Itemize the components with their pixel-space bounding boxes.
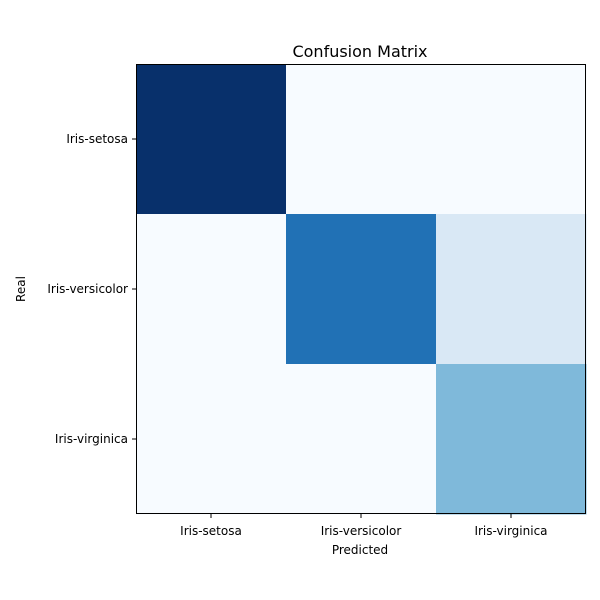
heatmap-cell-1-1	[286, 214, 437, 365]
y-tick-label: Iris-setosa	[66, 132, 128, 146]
heatmap-cell-1-0	[136, 214, 287, 365]
heatmap-cell-2-2	[436, 364, 587, 515]
heatmap-cell-2-1	[286, 364, 437, 515]
y-tick-label: Iris-virginica	[55, 432, 128, 446]
plot-frame	[136, 64, 586, 514]
heatmap-cell-0-0	[136, 64, 287, 215]
heatmap-cell-0-1	[286, 64, 437, 215]
x-tick-label: Iris-virginica	[474, 524, 547, 538]
heatmap-cell-0-2	[436, 64, 587, 215]
y-axis-label: Real	[14, 276, 28, 302]
heatmap-cell-2-0	[136, 364, 287, 515]
x-axis-ticks: Iris-setosa Iris-versicolor Iris-virginica	[180, 514, 548, 538]
y-axis-ticks: Iris-setosa Iris-versicolor Iris-virginica	[47, 132, 136, 446]
x-tick-label: Iris-setosa	[180, 524, 242, 538]
chart-title: Confusion Matrix	[292, 42, 427, 61]
x-axis-label: Predicted	[332, 543, 388, 557]
heatmap-cell-1-2	[436, 214, 587, 365]
x-tick-label: Iris-versicolor	[321, 524, 402, 538]
heatmap-cells	[136, 64, 587, 515]
y-tick-label: Iris-versicolor	[47, 282, 128, 296]
